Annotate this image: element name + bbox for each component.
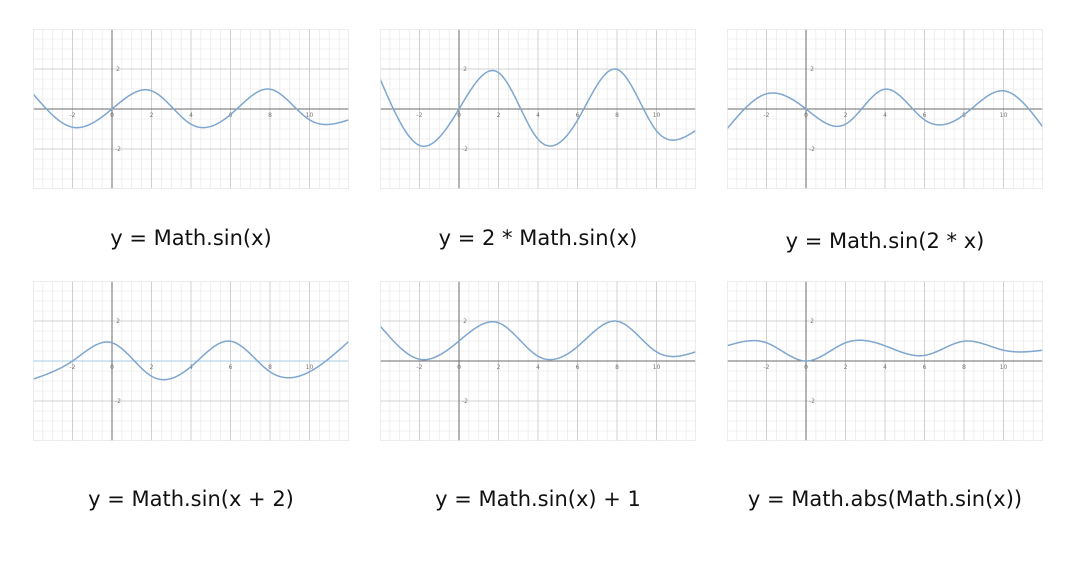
x-tick-label: 4 bbox=[536, 112, 540, 119]
y-tick-label: 2 bbox=[810, 66, 814, 73]
chart-title-sin-x-plus-1: y = Math.sin(x) + 1 bbox=[435, 487, 641, 511]
x-tick-label: -2 bbox=[417, 364, 423, 371]
x-tick-label: -2 bbox=[70, 112, 76, 119]
y-tick-label: 2 bbox=[463, 66, 467, 73]
x-tick-label: 10 bbox=[1000, 364, 1008, 371]
x-tick-label: 10 bbox=[306, 112, 314, 119]
y-tick-label: -2 bbox=[809, 398, 815, 405]
y-tick-label: -2 bbox=[115, 398, 121, 405]
x-tick-label: 8 bbox=[962, 364, 966, 371]
plot-frame bbox=[33, 29, 349, 189]
chart-title-sin-x-plus-2: y = Math.sin(x + 2) bbox=[88, 487, 294, 511]
plot-frame bbox=[727, 281, 1043, 441]
plot-frame bbox=[380, 29, 696, 189]
chart-sin-x-plus-2: -2 0 2 4 6 8 10 2 -2 bbox=[33, 281, 349, 441]
chart-plot-area: -2 0 2 4 6 8 102-2 bbox=[33, 281, 349, 441]
chart-abs-sin-x: -2 0 2 4 6 8 10 2 -2 bbox=[727, 281, 1043, 441]
y-tick-label: 2 bbox=[116, 66, 120, 73]
x-tick-label: 2 bbox=[497, 112, 501, 119]
x-tick-label: 6 bbox=[576, 364, 580, 371]
plot-frame bbox=[727, 29, 1043, 189]
x-tick-label: 4 bbox=[536, 364, 540, 371]
chart-plot-area: -2 0 2 4 6 8 10 2 -2 bbox=[727, 281, 1043, 441]
x-tick-label: 4 bbox=[883, 364, 887, 371]
chart-plot-area: -2 0 2 4 6 8 10 2 -2 bbox=[380, 29, 696, 189]
y-tick-label: 2 bbox=[463, 318, 467, 325]
chart-plot-area: -2 0 2 4 6 8 102-2 bbox=[727, 29, 1043, 189]
chart-2-sin-x: -2 0 2 4 6 8 10 2 -2 bbox=[380, 29, 696, 189]
x-tick-label: -2 bbox=[70, 364, 76, 371]
y-tick-label: -2 bbox=[115, 146, 121, 153]
x-tick-label: 8 bbox=[268, 364, 272, 371]
x-tick-label: 10 bbox=[1000, 112, 1008, 119]
x-tick-label: 10 bbox=[306, 364, 314, 371]
x-tick-label: 2 bbox=[150, 364, 154, 371]
x-tick-label: -2 bbox=[417, 112, 423, 119]
x-tick-label: 10 bbox=[653, 112, 661, 119]
x-tick-label: 8 bbox=[615, 364, 619, 371]
series-line bbox=[33, 88, 349, 129]
series-line bbox=[33, 340, 349, 381]
y-tick-label: 2 bbox=[810, 318, 814, 325]
x-tick-label: 0 bbox=[110, 364, 114, 371]
series-line bbox=[727, 88, 1043, 130]
x-tick-label: 2 bbox=[844, 364, 848, 371]
chart-plot-area: -2 0 2 4 6 8 10 2 -2 bbox=[380, 281, 696, 441]
y-tick-label: -2 bbox=[809, 146, 815, 153]
series-line bbox=[380, 68, 696, 148]
x-tick-label: 6 bbox=[576, 112, 580, 119]
y-tick-label: 2 bbox=[116, 318, 120, 325]
x-tick-label: 0 bbox=[457, 364, 461, 371]
x-tick-label: 6 bbox=[923, 112, 927, 119]
x-tick-label: -2 bbox=[764, 364, 770, 371]
x-tick-label: 4 bbox=[189, 112, 193, 119]
chart-title-sin-2x: y = Math.sin(2 * x) bbox=[785, 229, 985, 253]
y-tick-label: -2 bbox=[462, 146, 468, 153]
x-tick-label: 8 bbox=[268, 112, 272, 119]
chart-plot-area: -2 0 2 4 6 8 102-2 bbox=[33, 29, 349, 189]
series-line bbox=[380, 320, 696, 361]
chart-sin-x: -2 0 2 4 6 8 10 2 -2 bbox=[33, 29, 349, 189]
x-tick-label: 2 bbox=[497, 364, 501, 371]
x-tick-label: 10 bbox=[653, 364, 661, 371]
chart-title-2-sin-x: y = 2 * Math.sin(x) bbox=[438, 226, 638, 250]
x-tick-label: 6 bbox=[923, 364, 927, 371]
x-tick-label: 2 bbox=[844, 112, 848, 119]
x-tick-label: 6 bbox=[229, 364, 233, 371]
x-tick-label: 0 bbox=[804, 364, 808, 371]
chart-title-sin-x: y = Math.sin(x) bbox=[110, 226, 272, 250]
plot-frame bbox=[380, 281, 696, 441]
series-line bbox=[727, 339, 1043, 362]
x-tick-label: 2 bbox=[150, 112, 154, 119]
x-tick-label: 4 bbox=[883, 112, 887, 119]
x-tick-label: 8 bbox=[615, 112, 619, 119]
chart-sin-2x: -2 0 2 4 6 8 10 2 -2 bbox=[727, 29, 1043, 189]
x-tick-label: 0 bbox=[110, 112, 114, 119]
y-tick-label: -2 bbox=[462, 398, 468, 405]
plot-frame bbox=[33, 281, 349, 441]
x-tick-label: 0 bbox=[804, 112, 808, 119]
x-tick-label: -2 bbox=[764, 112, 770, 119]
x-tick-label: 0 bbox=[457, 112, 461, 119]
chart-sin-x-plus-1: -2 0 2 4 6 8 10 2 -2 bbox=[380, 281, 696, 441]
chart-title-abs-sin-x: y = Math.abs(Math.sin(x)) bbox=[747, 487, 1023, 511]
